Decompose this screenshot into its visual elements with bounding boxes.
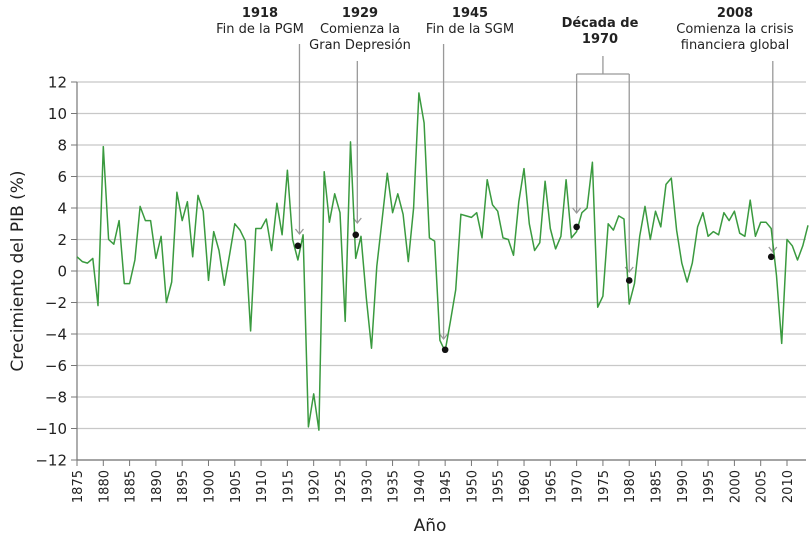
x-axis: 1875 1880 1885 1890 1895 1900 1905 1910 1915 1920…: [71, 459, 806, 503]
annotation-text: Comienza la: [319, 22, 401, 37]
x-tick-label: 1900: [202, 470, 217, 503]
x-tick-label: 1920: [308, 470, 323, 503]
y-tick-label: −2: [45, 294, 67, 312]
x-tick-label: 1995: [702, 470, 717, 503]
gdp-growth-line: [76, 92, 809, 431]
annotation-text: Comienza la crisis: [676, 22, 794, 37]
annotation-1945: 1945 Fin de la SGM: [415, 6, 525, 38]
x-tick-label: 1895: [176, 470, 191, 503]
y-tick-label: 6: [57, 168, 67, 186]
y-axis: −12 −10 −8 −6 −4 −2 0 2 4 6 8 10 12: [35, 74, 78, 470]
annotation-text: 1970: [581, 32, 619, 47]
gridlines: [77, 81, 806, 461]
x-tick-label: 2010: [781, 470, 796, 503]
x-tick-label: 1980: [623, 470, 638, 503]
y-tick-label: 0: [57, 263, 67, 281]
arrow-head-icon: [294, 228, 304, 236]
x-tick-label: 1965: [544, 470, 559, 503]
x-tick-label: 2000: [728, 470, 743, 503]
annotation-arrows: [294, 44, 778, 341]
x-tick-label: 1925: [334, 470, 349, 503]
x-axis-label: Año: [414, 516, 447, 536]
annotation-text: Década de: [561, 16, 639, 31]
annotation-1929: 1929 Comienza la Gran Depresión: [305, 6, 415, 54]
x-tick-label: 1880: [97, 470, 112, 503]
annotation-text: Fin de la SGM: [425, 22, 515, 37]
highlight-points: [294, 223, 775, 354]
y-tick-label: −4: [45, 326, 67, 344]
x-tick-label: 1960: [518, 470, 533, 503]
y-tick-label: 8: [57, 137, 67, 155]
annotation-text: Fin de la PGM: [216, 22, 304, 37]
x-tick-label: 1930: [360, 470, 375, 503]
y-tick-label: 12: [48, 74, 67, 92]
x-tick-label: 1970: [571, 470, 586, 503]
arrow-head-icon: [572, 207, 582, 215]
x-tick-label: 1955: [492, 470, 507, 503]
highlight-point: [573, 223, 580, 231]
y-tick-label: −10: [35, 420, 67, 438]
x-tick-label: 1990: [676, 470, 691, 503]
x-tick-label: 1915: [281, 470, 296, 503]
annotation-year: 1918: [241, 6, 279, 21]
highlight-point: [625, 277, 633, 284]
highlight-point: [441, 346, 449, 354]
y-tick-label: 2: [57, 231, 67, 249]
x-tick-label: 1985: [650, 470, 665, 503]
annotation-year: 1945: [451, 6, 489, 21]
x-tick-label: 1875: [71, 470, 86, 503]
x-tick-label: 1910: [255, 470, 270, 503]
y-tick-label: −6: [45, 357, 67, 375]
arrow-head-icon: [768, 246, 778, 254]
highlight-point: [294, 242, 302, 250]
y-tick-label: −12: [35, 452, 67, 470]
annotation-1970s: Década de 1970: [550, 16, 650, 48]
annotation-year: 2008: [716, 6, 754, 21]
x-tick-label: 1940: [413, 470, 428, 503]
x-tick-label: 1945: [439, 470, 454, 503]
y-tick-label: 10: [48, 105, 67, 123]
annotation-2008: 2008 Comienza la crisis financiera globa…: [665, 6, 805, 54]
x-tick-label: 1905: [229, 470, 244, 503]
annotation-year: 1929: [341, 6, 379, 21]
x-tick-label: 1885: [124, 470, 139, 503]
annotation-1918: 1918 Fin de la PGM: [200, 6, 320, 38]
y-tick-label: −8: [45, 389, 67, 407]
annotation-text: Gran Depresión: [309, 38, 411, 53]
highlight-point: [767, 253, 775, 261]
arrow-head-icon: [439, 333, 449, 341]
x-tick-label: 1890: [150, 470, 165, 503]
x-tick-label: 2005: [755, 470, 770, 503]
x-tick-label: 1935: [387, 470, 402, 503]
x-tick-label: 1950: [465, 470, 480, 503]
y-axis-label: Crecimiento del PIB (%): [8, 170, 28, 371]
x-tick-label: 1975: [597, 470, 612, 503]
highlight-point: [352, 231, 360, 239]
y-tick-label: 4: [57, 200, 67, 218]
annotation-text: financiera global: [680, 38, 790, 53]
